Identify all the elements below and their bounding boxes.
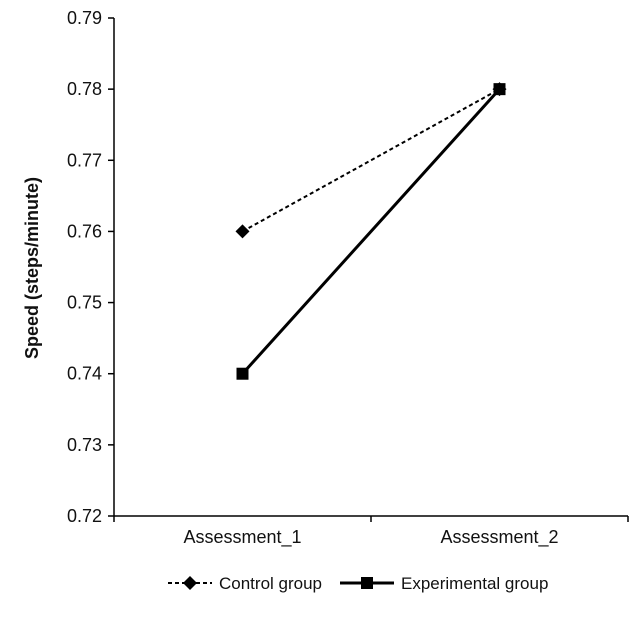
legend-marker: [361, 577, 373, 589]
data-point: [235, 224, 250, 239]
y-tick-label: 0.78: [67, 79, 102, 99]
y-tick-label: 0.75: [67, 293, 102, 313]
legend-item: Experimental group: [340, 574, 548, 593]
y-axis-title: Speed (steps/minute): [22, 177, 42, 359]
series-control-group: [235, 82, 507, 239]
y-tick-label: 0.76: [67, 221, 102, 241]
legend-label: Experimental group: [401, 574, 548, 593]
axes: [108, 17, 629, 522]
series-experimental-group: [236, 83, 506, 380]
legend: Control group Experimental group: [168, 574, 548, 593]
x-tick-label: Assessment_1: [183, 527, 301, 548]
series-line: [242, 88, 500, 233]
y-tick-label: 0.73: [67, 435, 102, 455]
y-tick-label: 0.77: [67, 150, 102, 170]
tick-labels: 0.72 0.73 0.74 0.75 0.76 0.77 0.78 0.79 Assessme…: [67, 8, 559, 548]
legend-label: Control group: [219, 574, 322, 593]
y-tick-label: 0.74: [67, 364, 102, 384]
legend-marker: [183, 576, 197, 590]
data-point: [236, 367, 249, 380]
y-tick-label: 0.72: [67, 506, 102, 526]
y-tick-label: 0.79: [67, 8, 102, 28]
data-point: [493, 83, 506, 96]
series-layer: [235, 82, 507, 380]
legend-item: Control group: [168, 574, 322, 593]
series-line: [241, 88, 501, 375]
x-tick-label: Assessment_2: [440, 527, 558, 548]
